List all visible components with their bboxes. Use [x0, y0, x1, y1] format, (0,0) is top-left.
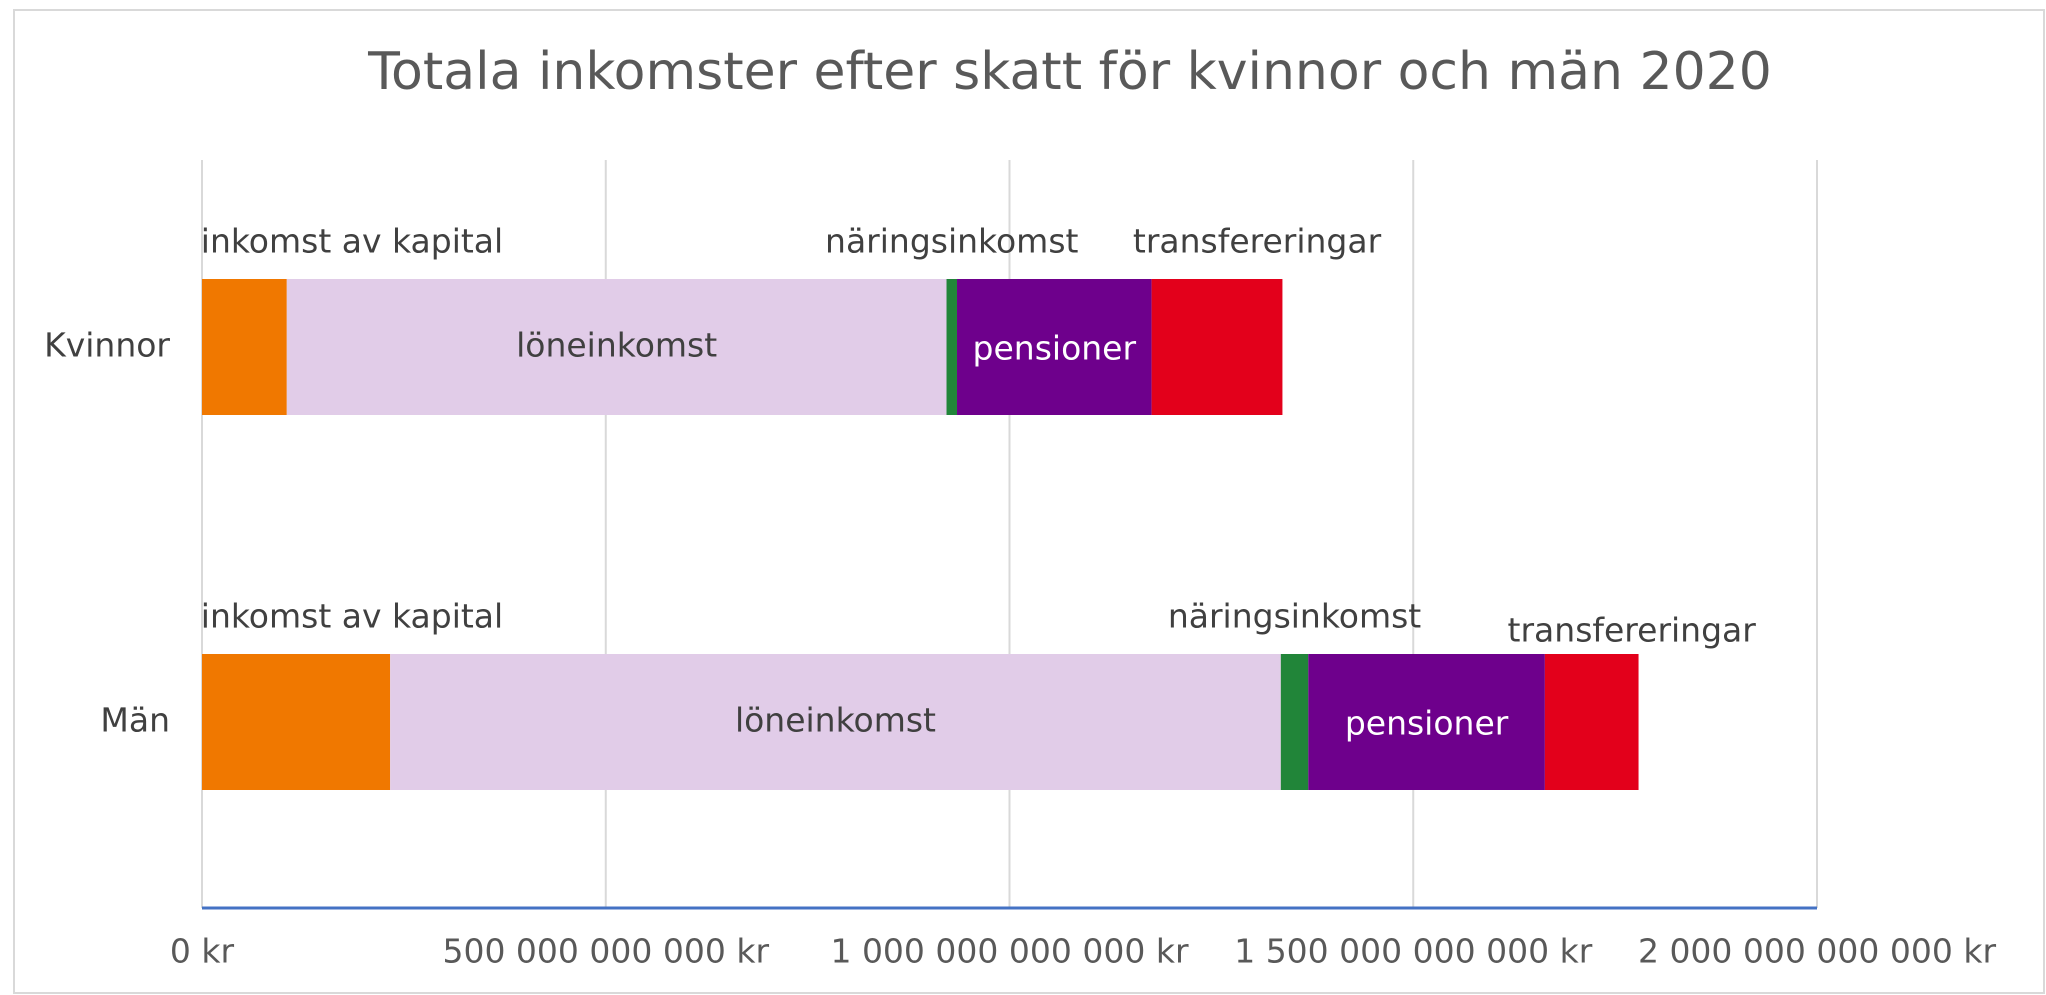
- bar-segment: [202, 654, 391, 790]
- bar-segment: [1151, 279, 1283, 415]
- y-tick-label: Kvinnor: [44, 326, 170, 365]
- x-tick-label: 500 000 000 000 kr: [442, 932, 769, 971]
- segment-label: transfereringar: [1508, 611, 1757, 650]
- bar-segment: [946, 279, 958, 415]
- bar-segment: [1308, 654, 1545, 790]
- segment-label: inkomst av kapital: [201, 222, 503, 261]
- y-tick-label: Män: [100, 701, 170, 740]
- chart-frame: [13, 9, 2045, 994]
- bar-segment: [286, 279, 947, 415]
- segment-label: löneinkomst: [516, 326, 717, 365]
- segment-label: inkomst av kapital: [201, 597, 503, 636]
- segment-label: näringsinkomst: [1168, 597, 1421, 636]
- segment-label: transfereringar: [1133, 222, 1382, 261]
- bar-segment: [957, 279, 1152, 415]
- bar-segment: [1544, 654, 1639, 790]
- segment-label: löneinkomst: [735, 701, 936, 740]
- x-tick-label: 0 kr: [170, 932, 235, 971]
- segment-label: pensioner: [973, 329, 1137, 368]
- segment-label: näringsinkomst: [825, 222, 1078, 261]
- bar-segment: [202, 279, 287, 415]
- x-tick-label: 1 500 000 000 000 kr: [1234, 932, 1593, 971]
- bar-segment: [1280, 654, 1309, 790]
- x-tick-label: 2 000 000 000 000 kr: [1638, 932, 1997, 971]
- chart-title: Totala inkomster efter skatt för kvinnor…: [367, 42, 1772, 102]
- segment-label: pensioner: [1345, 704, 1509, 743]
- bar-segment: [390, 654, 1281, 790]
- x-tick-label: 1 000 000 000 000 kr: [830, 932, 1189, 971]
